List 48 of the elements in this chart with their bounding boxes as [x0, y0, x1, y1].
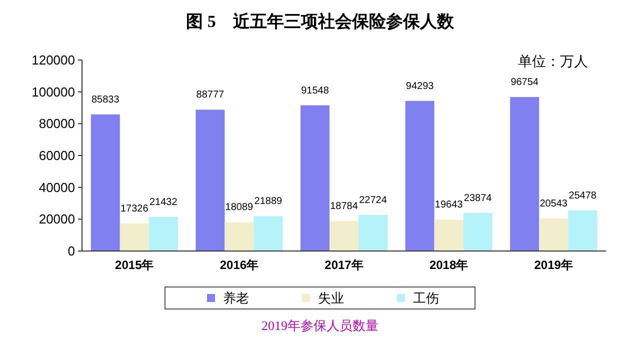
legend-label: 工伤: [413, 290, 439, 306]
bar: [120, 223, 149, 251]
data-label: 94293: [406, 80, 434, 92]
data-label: 18089: [225, 202, 254, 214]
chart-title: 图 5 近五年三项社会保险参保人数: [186, 12, 455, 31]
bar: [254, 216, 283, 251]
bar: [330, 221, 358, 251]
y-tick-label: 60000: [38, 148, 75, 164]
x-tick-label: 2018年: [429, 258, 468, 272]
bar: [405, 100, 434, 251]
data-label: 19643: [434, 200, 464, 211]
y-tick-label: 120000: [32, 52, 75, 68]
data-label: 25478: [568, 190, 597, 202]
y-tick-label: 80000: [38, 116, 75, 132]
data-label: 21432: [149, 196, 178, 208]
x-tick-label: 2015年: [115, 258, 154, 272]
annotation: 单位：万人: [518, 54, 588, 70]
bar: [434, 220, 464, 251]
bar: [539, 218, 568, 251]
bar: [300, 105, 330, 251]
bar: [224, 222, 254, 251]
data-label: 88777: [196, 90, 225, 101]
data-label: 91548: [301, 85, 330, 96]
bar: [358, 214, 388, 251]
bar: [196, 110, 225, 251]
data-label: 18784: [330, 201, 358, 212]
y-tick-label: 100000: [32, 84, 75, 100]
legend-label: 失业: [318, 290, 344, 306]
bar: [510, 97, 540, 251]
data-label: 23874: [464, 193, 492, 204]
data-label: 20543: [540, 198, 568, 210]
bar: [568, 210, 598, 251]
x-tick-label: 2017年: [324, 258, 364, 272]
x-tick-label: 2016年: [220, 258, 259, 272]
data-label: 17326: [120, 203, 149, 214]
data-label: 21889: [254, 196, 283, 208]
data-label: 96754: [510, 77, 539, 88]
data-label: 85833: [91, 94, 120, 106]
bar: [463, 213, 492, 251]
y-tick-label: 20000: [38, 212, 75, 227]
bar: [90, 114, 120, 251]
legend-label: 养老: [223, 290, 249, 306]
data-label: 22724: [359, 194, 388, 206]
x-tick-label: 2019年: [534, 258, 573, 272]
y-tick-label: 0: [68, 244, 75, 259]
text: 2019年参保人员数量: [262, 318, 378, 333]
bar: [148, 216, 178, 251]
y-tick-label: 40000: [38, 180, 75, 195]
